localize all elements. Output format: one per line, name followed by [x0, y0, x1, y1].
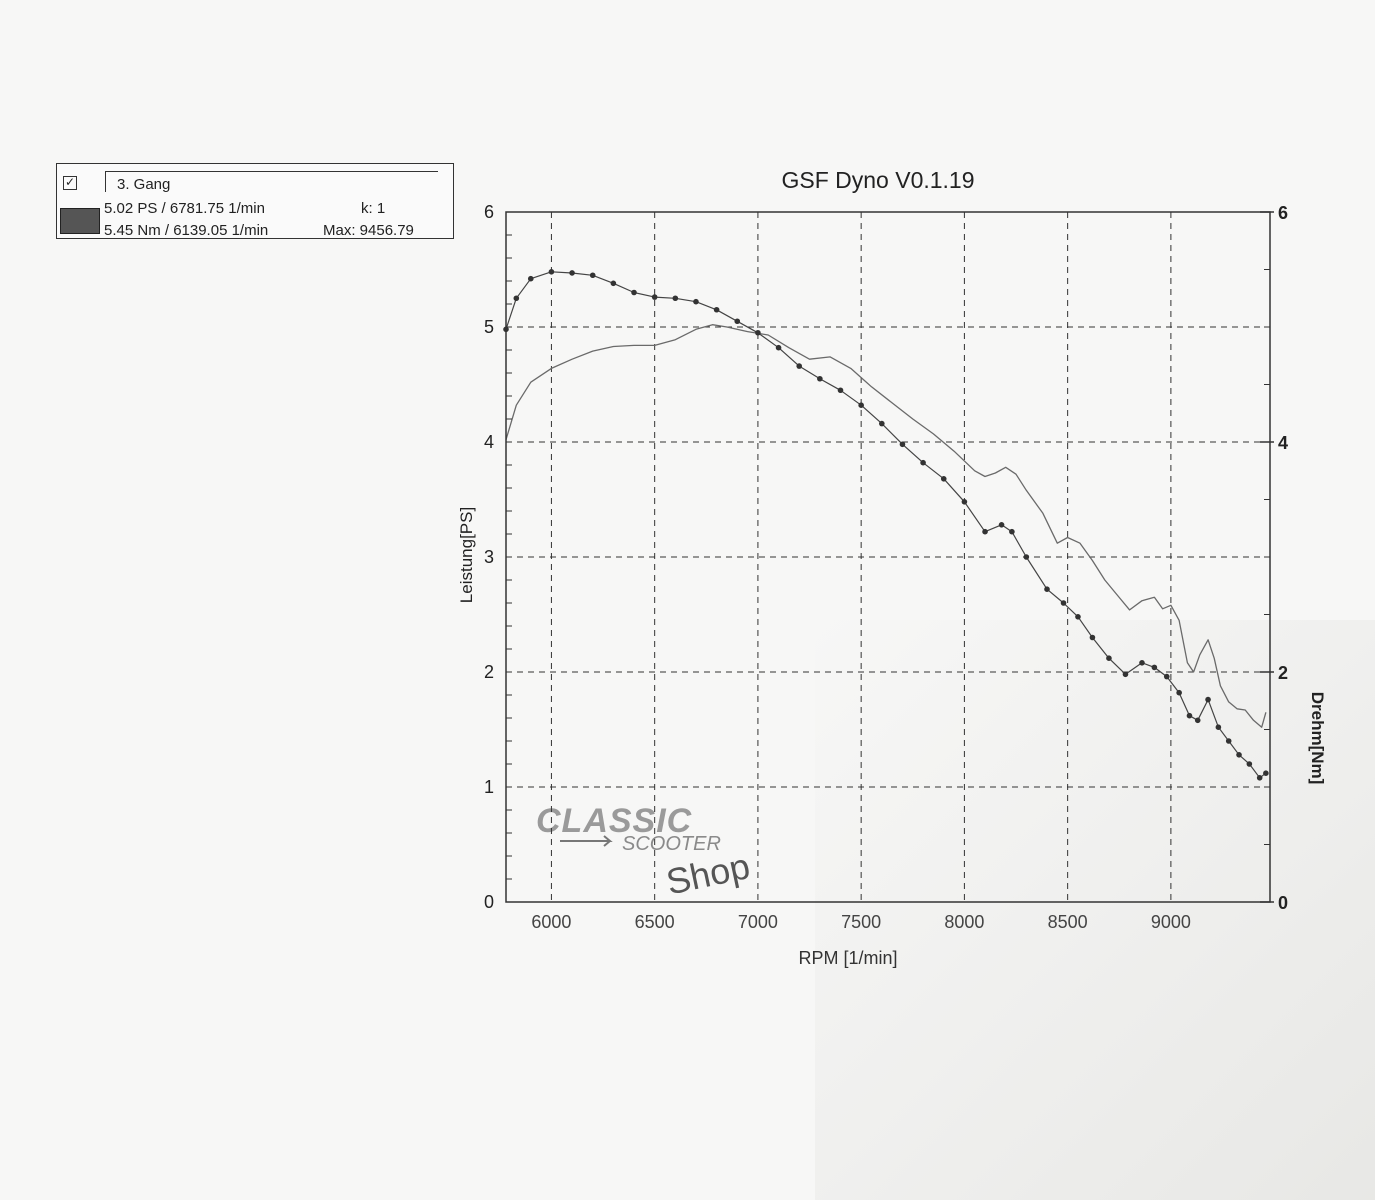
torque-data-point	[755, 329, 761, 336]
torque-data-point	[1205, 696, 1211, 703]
y-tick-label: 4	[484, 432, 494, 452]
torque-data-point	[1246, 761, 1253, 767]
torque-data-point	[1225, 738, 1232, 744]
y-tick-label: 5	[484, 317, 494, 337]
torque-data-point	[610, 280, 617, 287]
legend-title-frame	[105, 171, 438, 192]
y-tick-label: 6	[484, 202, 494, 222]
torque-data-point	[1139, 660, 1145, 666]
torque-data-point	[693, 298, 699, 305]
torque-data-point	[1194, 717, 1201, 724]
torque-data-point	[548, 269, 555, 275]
legend-power-peak: 5.02 PS / 6781.75 1/min	[104, 200, 265, 217]
torque-data-point	[569, 270, 575, 276]
torque-data-point	[713, 306, 720, 313]
legend-k-factor: k: 1	[361, 200, 386, 217]
y2-tick-label: 4	[1278, 433, 1288, 453]
series-line-leistung	[505, 324, 1267, 728]
torque-data-point	[513, 295, 520, 302]
torque-data-point	[1263, 770, 1269, 776]
torque-data-point	[899, 441, 906, 448]
torque-data-point	[1236, 752, 1242, 758]
legend-torque-peak: 5.45 Nm / 6139.05 1/min	[104, 222, 269, 239]
chart-axes: 0 1 2 3 4 5 6 6000 6500 7000 7500 8000 8500 9000 0 2 4 6	[484, 202, 1288, 932]
y-tick-label: 3	[484, 547, 494, 567]
torque-data-point	[1044, 586, 1050, 592]
legend-checkbox[interactable]: ✓	[63, 175, 77, 190]
torque-data-point	[631, 289, 637, 296]
logo-arrow-icon	[560, 835, 613, 847]
chart-title: GSF Dyno V0.1.19	[781, 167, 974, 193]
torque-data-point	[1089, 634, 1096, 641]
x-tick-label: 6000	[531, 912, 571, 932]
torque-data-point	[1186, 712, 1193, 719]
torque-data-point	[1023, 554, 1030, 560]
torque-data-point	[1256, 775, 1263, 781]
torque-data-point	[940, 476, 947, 482]
torque-data-point	[858, 402, 864, 409]
chart-grid	[506, 212, 1270, 902]
x-tick-label: 6500	[635, 912, 675, 932]
torque-data-point	[879, 420, 885, 427]
chart-series	[503, 269, 1269, 781]
legend-title: 3. Gang	[117, 176, 171, 193]
torque-data-point	[1075, 614, 1081, 620]
torque-data-point	[998, 522, 1005, 528]
torque-data-point	[589, 272, 596, 279]
torque-data-point	[1215, 724, 1222, 730]
torque-data-point	[672, 295, 679, 302]
logo-scooter-text: SCOOTER	[622, 833, 721, 855]
torque-data-point	[837, 387, 844, 394]
legend-panel: ✓ 3. Gang 5.02 PS / 6781.75 1/min k: 1 5…	[56, 163, 454, 239]
torque-data-point	[527, 275, 534, 282]
y2-axis-label: Drehm[Nm]	[1308, 692, 1327, 785]
torque-data-point	[775, 344, 782, 351]
legend-color-swatch	[60, 208, 100, 234]
series-line-drehm	[505, 271, 1267, 779]
torque-data-point	[1009, 528, 1015, 535]
x-tick-label: 9000	[1151, 912, 1191, 932]
torque-data-point	[1151, 664, 1158, 671]
torque-data-point	[1122, 671, 1129, 678]
torque-data-point	[961, 499, 968, 505]
y-tick-label: 1	[484, 777, 494, 797]
y-tick-label: 0	[484, 892, 494, 912]
y-tick-label: 2	[484, 662, 494, 682]
x-tick-label: 7000	[738, 912, 778, 932]
torque-data-point	[1176, 689, 1182, 696]
torque-data-point	[1163, 673, 1170, 680]
x-tick-label: 8000	[944, 912, 984, 932]
torque-data-point	[920, 459, 926, 466]
y-axis-label: Leistung[PS]	[457, 507, 476, 603]
torque-data-point	[1060, 600, 1067, 606]
torque-data-point	[734, 318, 741, 325]
torque-data-point	[1106, 655, 1112, 661]
legend-max-rpm: Max: 9456.79	[323, 222, 414, 239]
torque-data-point	[796, 363, 803, 369]
torque-data-point	[817, 375, 823, 382]
chart-watermark-logo: CLASSIC SCOOTER Shop	[536, 802, 753, 903]
x-axis-label: RPM [1/min]	[798, 948, 897, 968]
torque-data-point	[651, 294, 658, 300]
logo-classic-text: CLASSIC	[536, 802, 692, 840]
y2-tick-label: 0	[1278, 893, 1288, 913]
x-tick-label: 8500	[1048, 912, 1088, 932]
y2-tick-label: 2	[1278, 663, 1288, 683]
y2-tick-label: 6	[1278, 203, 1288, 223]
x-tick-label: 7500	[841, 912, 881, 932]
torque-data-point	[982, 528, 988, 535]
